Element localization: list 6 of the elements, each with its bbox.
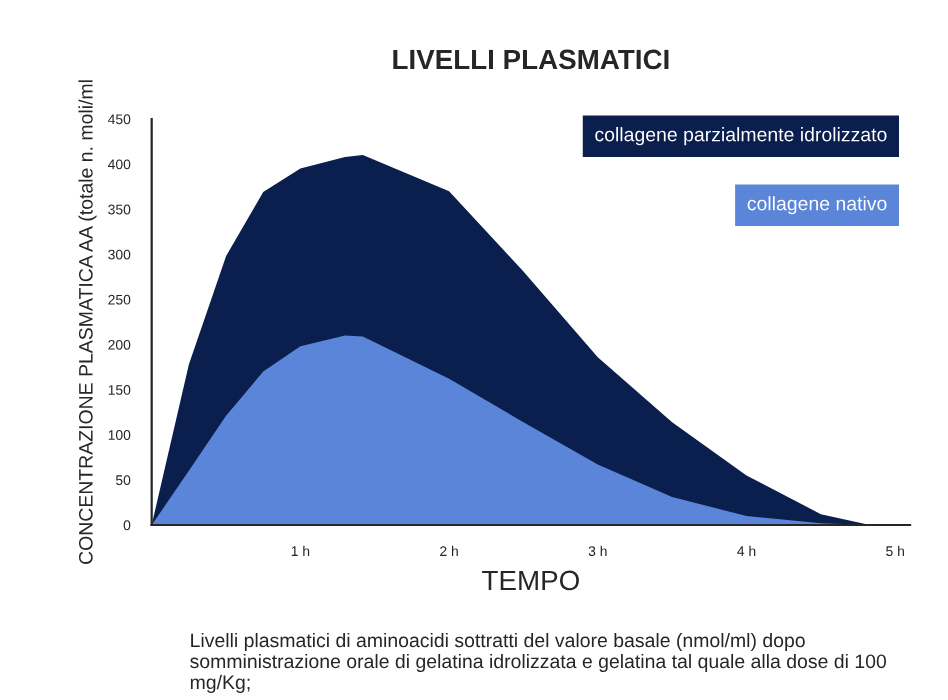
chart-title: LIVELLI PLASMATICI: [393, 49, 669, 70]
x-axis-title: TEMPO: [482, 570, 579, 591]
text: Livelli plasmatici di aminoacidi sottratti del valore basale (nmol/ml) dopo somministrazione orale di gelatina idrolizzata e gelatina tal quale alla dose di 100 mg/Kg;: [190, 632, 887, 693]
y-axis-title: CONCENTRAZIONE PLASMATICA AA (totale n. moli/ml: [78, 80, 97, 564]
text: collagene nativo: [747, 196, 887, 215]
text: collagene parzialmente idrolizzato: [595, 127, 887, 146]
